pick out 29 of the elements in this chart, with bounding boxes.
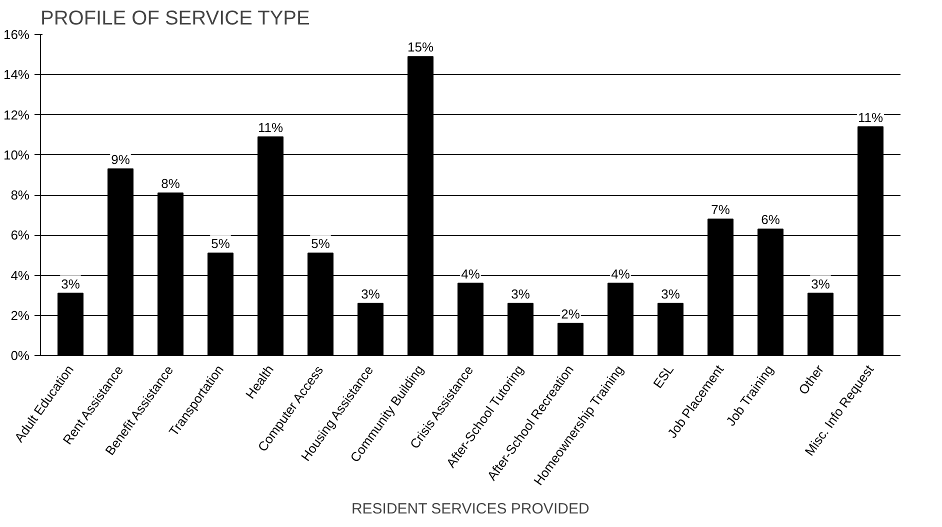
x-tick-label: ESL bbox=[650, 362, 677, 391]
data-label: 11% bbox=[858, 110, 884, 125]
y-tick-label: 14% bbox=[3, 67, 30, 82]
data-label: 9% bbox=[111, 152, 130, 167]
data-label: 7% bbox=[711, 202, 730, 218]
y-tick-label: 2% bbox=[10, 308, 30, 323]
y-tick-label: 16% bbox=[3, 27, 30, 42]
y-tick-label: 12% bbox=[3, 107, 30, 122]
data-label: 3% bbox=[511, 286, 530, 302]
y-tick-label: 0% bbox=[10, 348, 30, 363]
y-tick-label: 6% bbox=[10, 228, 30, 243]
x-axis-title: RESIDENT SERVICES PROVIDED bbox=[351, 500, 590, 518]
data-label: 6% bbox=[761, 212, 780, 228]
data-label: 3% bbox=[811, 276, 830, 292]
chart-title: PROFILE OF SERVICE TYPE bbox=[40, 8, 310, 30]
data-label: 15% bbox=[407, 40, 434, 55]
data-label: 5% bbox=[311, 236, 330, 252]
data-label: 4% bbox=[461, 266, 480, 282]
data-label: 4% bbox=[611, 266, 630, 282]
data-label: 8% bbox=[161, 176, 180, 191]
data-label: 3% bbox=[61, 276, 80, 292]
data-label: 5% bbox=[211, 236, 230, 252]
y-tick-label: 10% bbox=[3, 147, 30, 162]
data-label: 2% bbox=[561, 306, 580, 322]
data-label: 3% bbox=[361, 286, 380, 302]
y-tick-label: 8% bbox=[10, 188, 30, 202]
data-label: 3% bbox=[661, 286, 680, 302]
data-label: 11% bbox=[258, 120, 284, 135]
y-tick-label: 4% bbox=[10, 268, 30, 283]
